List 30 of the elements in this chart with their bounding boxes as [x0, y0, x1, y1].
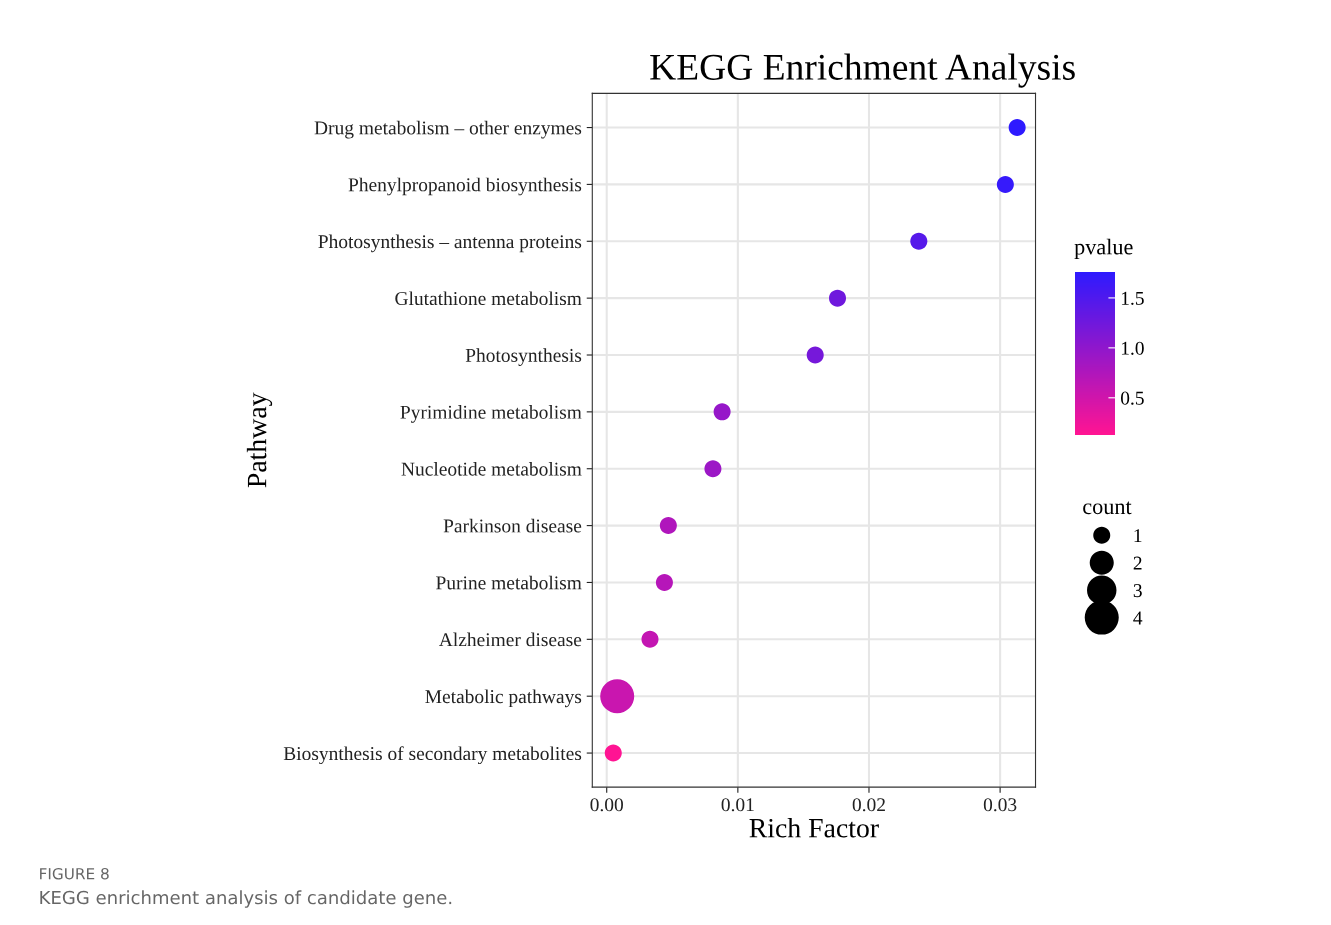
y-tick-label: Purine metabolism	[436, 575, 582, 590]
chart-title: KEGG Enrichment Analysis	[650, 53, 1075, 88]
x-tick-label: 0.00	[590, 798, 623, 812]
color-bar-label: 1.0	[1121, 341, 1144, 355]
legend-label: 2	[1133, 556, 1142, 570]
y-tick-label: Phenylpropanoid biosynthesis	[348, 177, 582, 196]
y-tick-label: Pyrimidine metabolism	[400, 405, 582, 423]
y-tick-label: Nucleotide metabolism	[401, 461, 582, 476]
legend-label: 1	[1134, 529, 1142, 542]
y-tick-label: Drug metabolism – other enzymes	[314, 120, 582, 139]
y-tick-label: Alzheimer disease	[438, 632, 582, 647]
legend-label: 3	[1133, 584, 1142, 598]
y-axis-title: Pathway	[246, 392, 273, 488]
x-tick-label: 0.01	[721, 798, 754, 812]
y-tick-label: Glutathione metabolism	[395, 291, 582, 306]
x-tick-label: 0.03	[983, 798, 1017, 812]
text: KEGG enrichment analysis of candidate gene.	[40, 890, 452, 908]
y-tick-label: Photosynthesis – antenna proteins	[318, 234, 582, 253]
legend-title: count	[1083, 501, 1132, 515]
caption: FIGURE 8	[40, 867, 109, 880]
color-bar-title: pvalue	[1074, 238, 1133, 259]
legend-label: 4	[1133, 611, 1143, 625]
y-tick-label: Biosynthesis of secondary metabolites	[283, 746, 582, 765]
color-bar-label: 1.5	[1121, 291, 1144, 305]
x-tick-label: 0.02	[852, 798, 885, 812]
color-bar-label: 0.5	[1120, 391, 1144, 405]
y-tick-label: Metabolic pathways	[425, 689, 582, 708]
y-tick-label: Parkinson disease	[443, 518, 582, 533]
y-tick-label: Photosynthesis	[465, 348, 582, 366]
x-axis-title: Rich Factor	[749, 818, 879, 838]
